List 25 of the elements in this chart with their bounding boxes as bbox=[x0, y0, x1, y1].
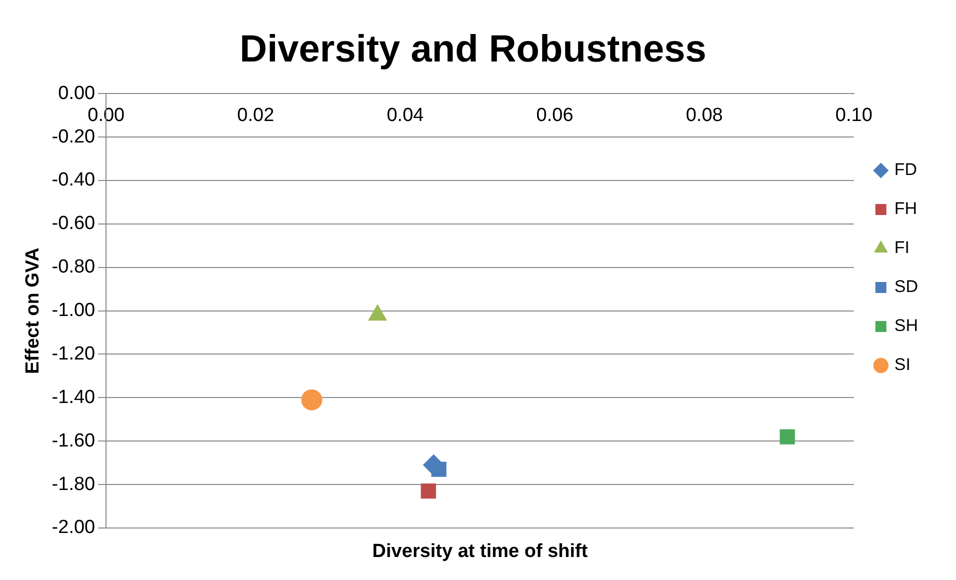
x-tick-label: 0.08 bbox=[686, 105, 723, 126]
y-tick-label: -1.40 bbox=[52, 386, 96, 408]
y-tick-label: -1.20 bbox=[52, 343, 96, 364]
y-tick-label: -2.00 bbox=[52, 517, 96, 538]
y-tick-label: -0.40 bbox=[52, 170, 96, 191]
y-tick-label: -1.60 bbox=[52, 430, 96, 452]
legend-label: SI bbox=[894, 355, 910, 374]
legend-label: FH bbox=[894, 199, 918, 218]
x-tick-label: 0.04 bbox=[386, 105, 424, 126]
legend-label: SH bbox=[894, 316, 918, 336]
x-axis-title: Diversity at time of shift bbox=[372, 541, 588, 562]
x-tick-label: 0.10 bbox=[835, 105, 872, 126]
x-tick-label: 0.02 bbox=[237, 105, 274, 126]
x-tick-label: 0.06 bbox=[536, 105, 574, 126]
y-tick-label: -1.80 bbox=[52, 474, 96, 495]
legend-label: FD bbox=[894, 160, 918, 180]
y-tick-label: -0.80 bbox=[52, 256, 96, 278]
y-tick-label: -0.20 bbox=[52, 126, 96, 148]
y-tick-label: -0.60 bbox=[52, 213, 96, 234]
y-axis-title: Effect on GVA bbox=[22, 247, 44, 374]
chart-title: Diversity and Robustness bbox=[240, 28, 706, 70]
y-tick-label: -1.00 bbox=[52, 300, 96, 322]
y-tick-label: 0.00 bbox=[58, 82, 96, 104]
legend-label: SD bbox=[894, 277, 918, 296]
legend-label: FI bbox=[894, 238, 910, 258]
